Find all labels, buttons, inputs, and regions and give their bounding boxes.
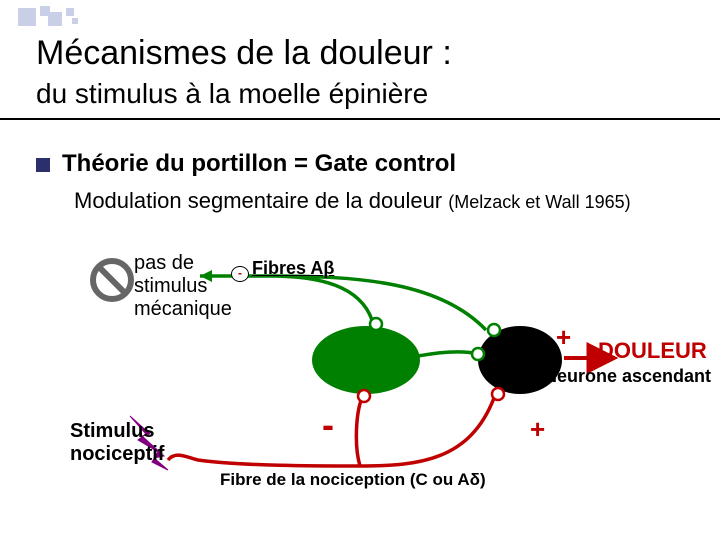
minus-badge-icon: - <box>231 266 249 282</box>
label-fibre-nociception: Fibre de la nociception (C ou Aδ) <box>220 470 486 490</box>
label-neurone-ascendant: Neurone ascendant <box>544 366 711 387</box>
synapse-interneuron-output <box>472 348 484 360</box>
plus-sign-top: + <box>556 322 571 353</box>
label-no-mech-stimulus: pas destimulusmécanique <box>134 252 232 321</box>
label-fibres-a-beta: Fibres Aβ <box>252 258 334 279</box>
minus-sign: - <box>322 414 334 436</box>
plus-sign-bottom: + <box>530 414 545 445</box>
synapse-abeta-interneuron <box>370 318 382 330</box>
synapse-noc-interneuron <box>358 390 370 402</box>
synapse-noc-output <box>492 388 504 400</box>
interneuron-to-output <box>418 352 478 356</box>
label-douleur: DOULEUR <box>598 338 707 364</box>
a-beta-fiber <box>200 276 486 330</box>
synapse-abeta-output <box>488 324 500 336</box>
interneuron-node <box>312 326 420 394</box>
prohibit-icon <box>93 261 131 299</box>
label-stimulus-nociceptif: Stimulusnociceptif <box>70 420 164 466</box>
